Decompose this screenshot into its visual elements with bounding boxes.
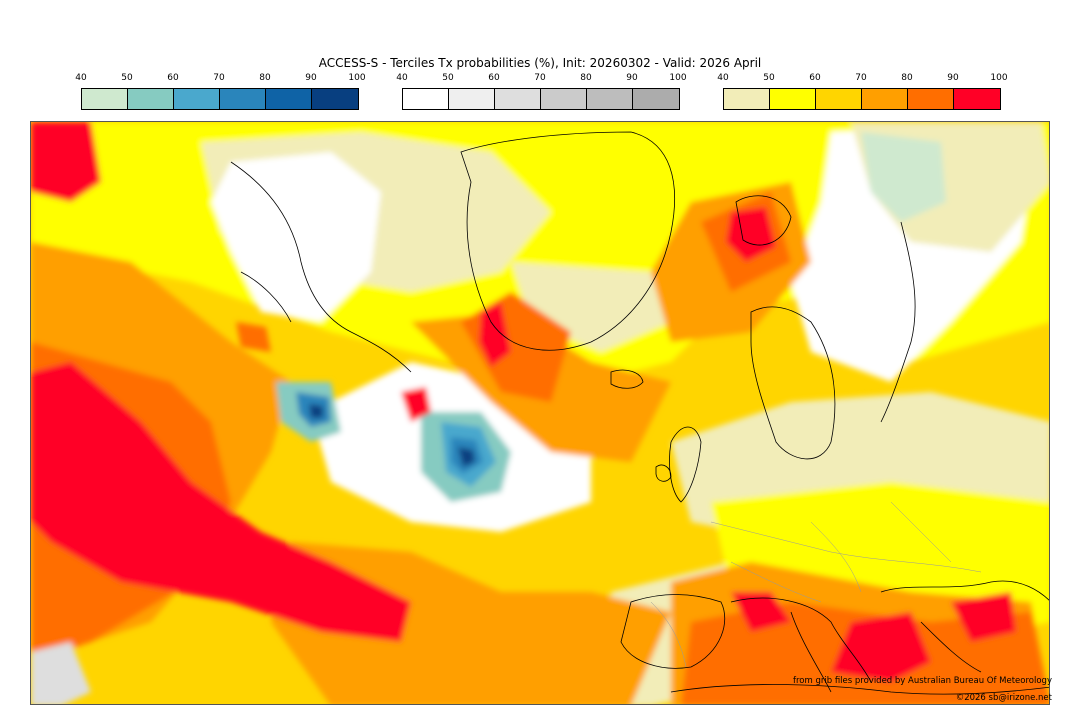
legend-tick: 60 [809,73,821,83]
legend-tick: 100 [990,73,1008,83]
legend-tick: 70 [213,73,225,83]
legend-tick: 70 [534,73,546,83]
legend-colorbar [723,88,1001,110]
legend-swatch [816,89,862,109]
legend-swatch [128,89,174,109]
borders [650,501,982,668]
legend-swatch [266,89,312,109]
legend-near-normal: 40 50 60 70 80 90 100 [396,73,687,113]
legend-tick: 90 [626,73,638,83]
probability-map [30,121,1050,705]
coastlines [230,131,1049,695]
legend-swatch [449,89,495,109]
legend-tick: 50 [442,73,454,83]
legend-tick: 80 [580,73,592,83]
legend-swatch [633,89,679,109]
legend-swatch [724,89,770,109]
legend-swatch [954,89,1000,109]
legend-below-normal: 40 50 60 70 80 90 100 [75,73,366,113]
copyright-credit: ©2026 sb@irizone.net [955,693,1052,703]
legend-above-normal: 40 50 60 70 80 90 100 [717,73,1008,113]
legend-swatch [862,89,908,109]
legend-swatch [495,89,541,109]
legend-swatch [174,89,220,109]
legend-swatch [220,89,266,109]
legend-swatch [312,89,358,109]
legend-tick: 80 [259,73,271,83]
legend-swatch [587,89,633,109]
legend-ticks: 40 50 60 70 80 90 100 [717,73,1007,85]
legend-ticks: 40 50 60 70 80 90 100 [396,73,686,85]
legend-tick: 60 [167,73,179,83]
data-source-credit: from grib files provided by Australian B… [792,676,1052,686]
legend-tick: 40 [75,73,87,83]
legend-swatch [82,89,128,109]
legend-tick: 50 [121,73,133,83]
legend-swatch [908,89,954,109]
legend-tick: 40 [396,73,408,83]
legend-tick: 60 [488,73,500,83]
map-title: ACCESS-S - Terciles Tx probabilities (%)… [318,56,762,70]
legend-tick: 90 [947,73,959,83]
probability-field [31,122,1049,704]
legend-tick: 70 [855,73,867,83]
legend-tick: 50 [763,73,775,83]
legend-colorbar [81,88,359,110]
legend-tick: 100 [348,73,366,83]
legend-colorbar [402,88,680,110]
map-canvas [31,122,1049,704]
legend-tick: 100 [669,73,687,83]
legend-tick: 80 [901,73,913,83]
legend-swatch [403,89,449,109]
legend-ticks: 40 50 60 70 80 90 100 [75,73,365,85]
legend-tick: 40 [717,73,729,83]
legend-tick: 90 [305,73,317,83]
legend-swatch [541,89,587,109]
legend-swatch [770,89,816,109]
